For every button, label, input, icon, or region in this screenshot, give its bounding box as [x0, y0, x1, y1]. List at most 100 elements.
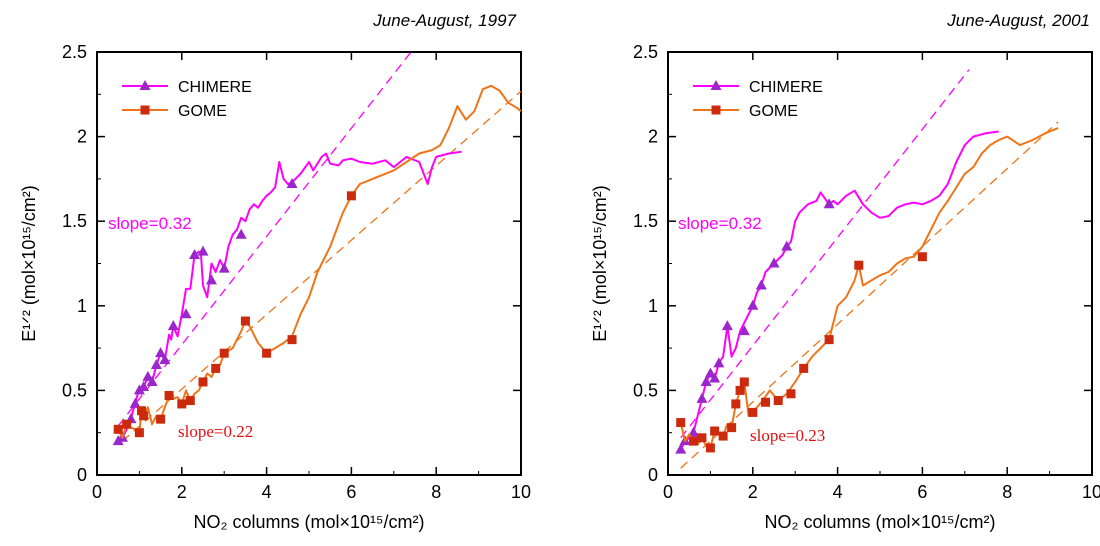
data-point-gome — [718, 431, 728, 441]
x-tick-label: 0 — [663, 482, 673, 502]
data-point-gome — [240, 316, 250, 326]
x-tick-label: 8 — [431, 482, 441, 502]
data-point-chimere — [235, 228, 247, 239]
y-tick-label: 1 — [77, 296, 87, 316]
series-line-gome — [117, 84, 522, 439]
data-point-gome — [705, 443, 715, 453]
data-point-gome — [854, 260, 864, 270]
data-point-chimere — [150, 359, 162, 370]
data-point-chimere — [155, 347, 167, 358]
data-point-chimere — [696, 392, 708, 403]
x-axis-label: NO₂ columns (mol×10¹⁵/cm²) — [194, 512, 425, 532]
data-point-gome — [346, 191, 356, 201]
y-tick-label: 2 — [77, 127, 87, 147]
slope-label-chimere: slope=0.32 — [678, 214, 762, 233]
data-point-chimere — [675, 443, 687, 454]
data-point-chimere — [142, 370, 154, 381]
fit-line-gome — [122, 90, 522, 442]
x-tick-label: 8 — [1002, 482, 1012, 502]
legend-label-chimere: CHIMERE — [178, 79, 252, 96]
data-point-chimere — [713, 357, 725, 368]
data-point-gome — [710, 426, 720, 436]
fit-line-chimere — [680, 69, 970, 439]
data-point-chimere — [159, 353, 171, 364]
data-point-chimere — [687, 426, 699, 437]
legend-marker-gome — [140, 105, 150, 115]
x-tick-label: 10 — [511, 482, 531, 502]
data-point-chimere — [721, 320, 733, 331]
x-tick-label: 0 — [92, 482, 102, 502]
x-tick-label: 2 — [177, 482, 187, 502]
y-tick-label: 2 — [648, 127, 658, 147]
data-point-chimere — [755, 279, 767, 290]
data-point-gome — [211, 363, 221, 373]
data-point-gome — [735, 385, 745, 395]
data-point-chimere — [218, 262, 230, 273]
data-point-gome — [185, 396, 195, 406]
y-tick-label: 1 — [648, 296, 658, 316]
data-point-gome — [287, 335, 297, 345]
legend-marker-chimere — [139, 80, 151, 90]
period-title: June-August, 1997 — [372, 11, 516, 30]
x-tick-label: 4 — [262, 482, 272, 502]
series-line-chimere — [679, 130, 999, 451]
y-tick-label: 0.5 — [633, 380, 658, 400]
chart-panel-1997: 0 2 4 6 8 10 0 0.5 1 1.5 2 2.5 NO₂ columns (mol×10¹⁵… — [19, 11, 531, 532]
y-tick-label: 2.5 — [62, 42, 87, 62]
data-point-gome — [773, 396, 783, 406]
data-point-chimere — [747, 299, 759, 310]
data-point-chimere — [781, 240, 793, 251]
data-point-gome — [137, 406, 147, 416]
data-point-chimere — [700, 375, 712, 386]
data-point-gome — [739, 377, 749, 387]
x-tick-label: 10 — [1082, 482, 1100, 502]
data-point-chimere — [768, 257, 780, 268]
slope-label-chimere: slope=0.32 — [108, 214, 192, 233]
data-point-gome — [748, 407, 758, 417]
legend-label-gome: GOME — [178, 103, 227, 120]
slope-label-gome: slope=0.23 — [750, 426, 825, 445]
data-point-gome — [761, 397, 771, 407]
y-tick-label: 0 — [77, 465, 87, 485]
data-point-gome — [139, 411, 149, 421]
data-point-gome — [219, 348, 229, 358]
data-point-chimere — [180, 308, 192, 319]
data-point-gome — [177, 399, 187, 409]
data-point-gome — [113, 424, 123, 434]
y-tick-label: 1.5 — [633, 211, 658, 231]
data-point-chimere — [704, 367, 716, 378]
data-point-chimere — [129, 397, 141, 408]
data-point-chimere — [205, 274, 217, 285]
data-point-gome — [786, 389, 796, 399]
fit-line-chimere — [117, 51, 412, 427]
data-point-gome — [676, 418, 686, 428]
y-tick-label: 2.5 — [633, 42, 658, 62]
data-point-gome — [917, 252, 927, 262]
data-point-gome — [262, 348, 272, 358]
data-point-chimere — [146, 375, 158, 386]
data-point-gome — [799, 363, 809, 373]
y-tick-label: 0 — [648, 465, 658, 485]
data-point-chimere — [167, 320, 179, 331]
plot-frame — [96, 51, 522, 476]
data-point-chimere — [709, 372, 721, 383]
y-axis-label: E¹ᐟ² (mol×10¹⁵/cm²) — [590, 185, 610, 342]
y-axis-label: E¹ᐟ² (mol×10¹⁵/cm²) — [19, 185, 39, 342]
data-point-gome — [134, 428, 144, 438]
data-point-chimere — [286, 177, 298, 188]
data-point-gome — [697, 433, 707, 443]
x-tick-label: 4 — [833, 482, 843, 502]
slope-label-gome: slope=0.22 — [178, 422, 253, 441]
data-point-chimere — [189, 249, 201, 260]
data-point-gome — [688, 436, 698, 446]
y-tick-label: 1.5 — [62, 211, 87, 231]
x-tick-label: 6 — [346, 482, 356, 502]
plot-frame — [667, 51, 1093, 476]
x-tick-label: 2 — [748, 482, 758, 502]
data-point-gome — [122, 419, 132, 429]
legend-label-chimere: CHIMERE — [749, 79, 823, 96]
data-point-gome — [198, 377, 208, 387]
legend-marker-gome — [711, 105, 721, 115]
data-point-gome — [727, 423, 737, 433]
